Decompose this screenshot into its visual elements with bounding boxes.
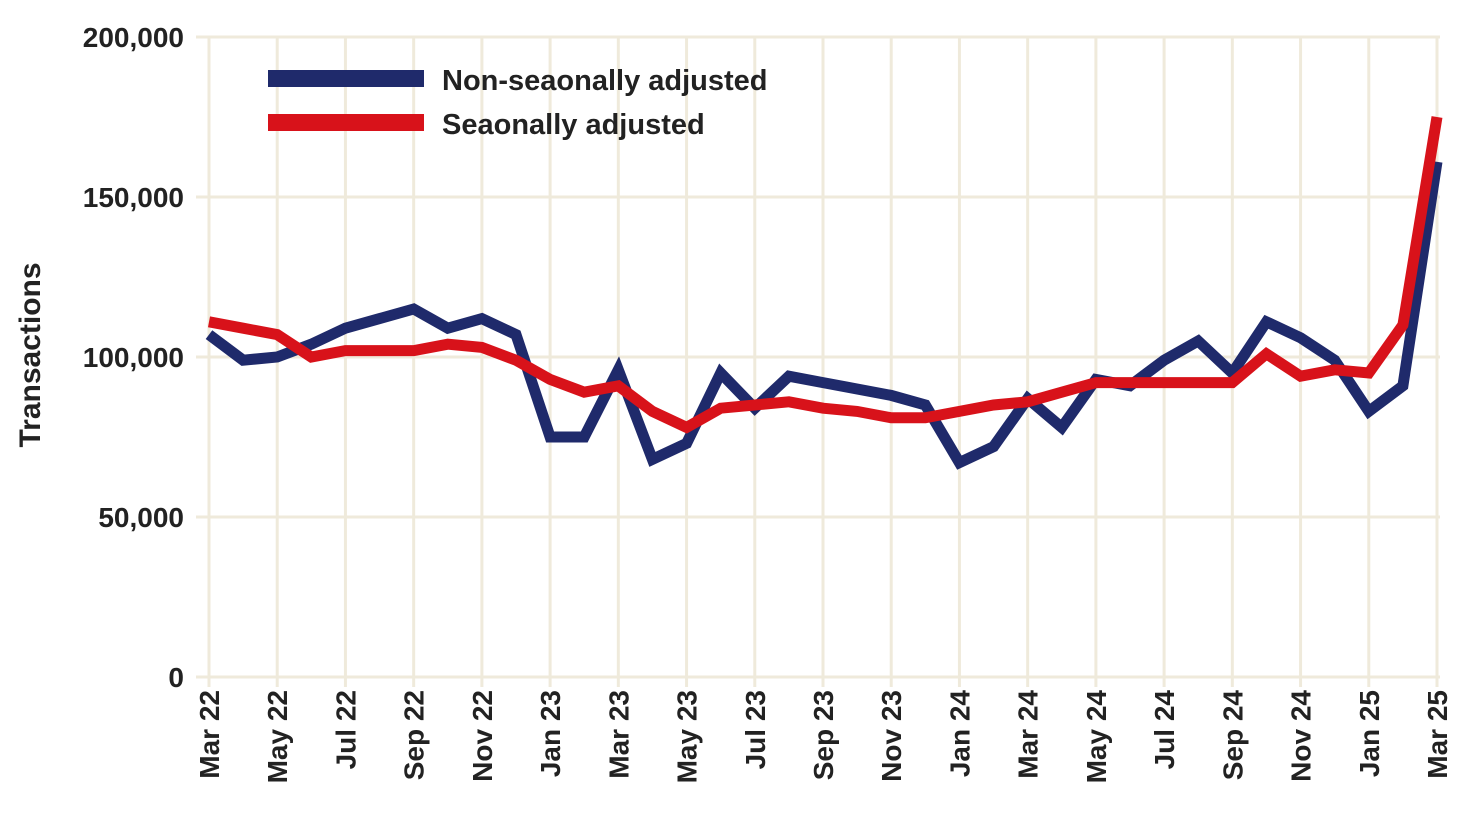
legend-swatch-non-seasonally-adjusted <box>268 70 424 87</box>
series-lines <box>205 116 1443 470</box>
legend-swatch-seasonally-adjusted <box>268 114 424 131</box>
x-tick-label: Nov 24 <box>1286 690 1317 782</box>
x-tick-label: Jan 23 <box>535 690 566 777</box>
x-tick-label: May 22 <box>262 690 293 783</box>
x-tick-label: Jul 23 <box>740 690 771 769</box>
y-tick-label: 50,000 <box>98 502 184 533</box>
x-tick-label: Nov 22 <box>467 690 498 782</box>
y-axis: 0 50,000 100,000 150,000 200,000 <box>83 22 184 693</box>
y-tick-label: 150,000 <box>83 182 184 213</box>
grid <box>196 35 1440 687</box>
x-tick-label: Jan 24 <box>944 690 975 778</box>
x-tick-label: Mar 22 <box>194 690 225 779</box>
y-tick-label: 0 <box>168 662 184 693</box>
x-tick-label: May 24 <box>1081 690 1112 784</box>
legend-label-non-seasonally-adjusted: Non-seaonally adjusted <box>442 65 768 97</box>
x-tick-label: Jul 22 <box>330 690 361 769</box>
x-tick-label: Mar 23 <box>603 690 634 779</box>
series-line-non-seasonally-adjusted <box>205 160 1443 470</box>
x-tick-label: May 23 <box>672 690 703 783</box>
x-tick-label: Sep 24 <box>1217 690 1248 781</box>
series-line-seasonally-adjusted <box>207 116 1443 434</box>
legend-label-seasonally-adjusted: Seaonally adjusted <box>442 109 705 141</box>
x-tick-label: Mar 24 <box>1013 690 1044 779</box>
y-tick-label: 200,000 <box>83 22 184 53</box>
y-tick-label: 100,000 <box>83 342 184 373</box>
x-axis: Mar 22 May 22 Jul 22 Sep 22 Nov 22 Jan 23 Mar … <box>194 690 1453 784</box>
x-tick-label: Sep 23 <box>808 690 839 780</box>
x-tick-label: Jul 24 <box>1149 690 1180 770</box>
x-tick-label: Nov 23 <box>876 690 907 782</box>
y-axis-label: Transactions <box>14 262 47 447</box>
x-tick-label: Jan 25 <box>1354 690 1385 777</box>
legend: Non-seaonally adjusted Seaonally adjuste… <box>268 65 768 141</box>
x-tick-label: Mar 25 <box>1422 690 1453 779</box>
x-tick-label: Sep 22 <box>399 690 430 780</box>
